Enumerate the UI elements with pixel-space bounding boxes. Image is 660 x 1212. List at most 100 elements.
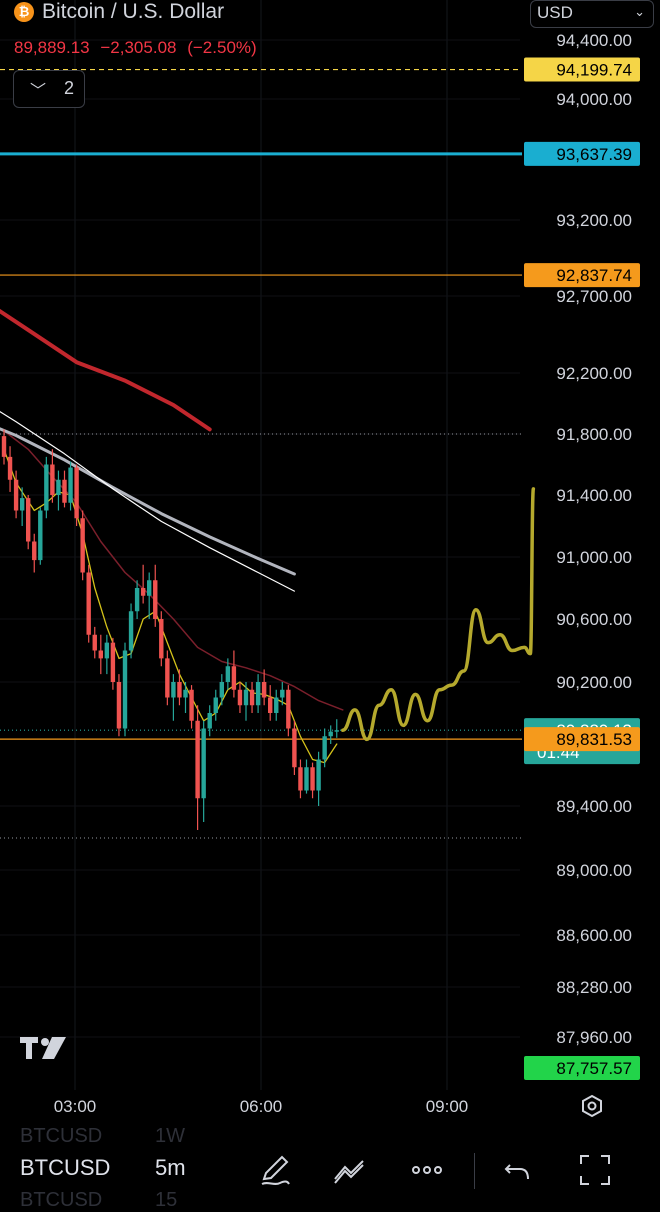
horizontal-levels xyxy=(0,68,522,839)
candle-body xyxy=(171,682,176,698)
candle-body xyxy=(19,498,25,511)
candle-body xyxy=(62,479,67,503)
fullscreen-icon[interactable] xyxy=(578,1153,612,1187)
price-label-box xyxy=(524,263,640,288)
candle-body xyxy=(104,642,110,659)
price-axis-label: 91,800.00 xyxy=(556,425,632,444)
candle-body xyxy=(237,689,243,706)
candles xyxy=(1,429,339,830)
price-axis-label: 93,200.00 xyxy=(556,211,632,230)
chart-settings-icon[interactable] xyxy=(582,1094,602,1118)
price-label-box xyxy=(524,141,640,166)
candle-body xyxy=(165,658,170,698)
price-axis-label: 94,000.00 xyxy=(556,90,632,109)
candle-body xyxy=(316,759,321,791)
candle-body xyxy=(261,682,267,698)
candle-body xyxy=(219,682,224,698)
candle-body xyxy=(328,731,333,737)
bottom-toolbar: BTCUSD 1W BTCUSD 15 BTCUSD 5m xyxy=(0,1125,660,1211)
candle-body xyxy=(255,682,261,706)
time-axis-label: 03:00 xyxy=(54,1097,97,1116)
candle-body xyxy=(159,619,164,659)
candle-body xyxy=(98,650,103,659)
candle-body xyxy=(213,697,218,713)
quote-line: 89,889.13 −2,305.08 (−2.50%) xyxy=(14,38,263,58)
price-label-box xyxy=(524,1056,640,1080)
indicators-toggle-button[interactable]: ﹀ 2 xyxy=(13,70,85,108)
candle-body xyxy=(74,467,79,519)
candle-body xyxy=(243,689,249,706)
candle-body xyxy=(50,464,55,495)
candle-body xyxy=(249,689,255,706)
tradingview-logo xyxy=(20,1037,66,1059)
candle-body xyxy=(195,720,200,799)
indicator-count: 2 xyxy=(64,78,75,98)
candle-body xyxy=(274,697,279,713)
candle-body xyxy=(147,580,152,596)
pen-icon[interactable] xyxy=(258,1153,292,1187)
timeframe-button[interactable]: 5m xyxy=(155,1155,186,1180)
ghost-timeframe-top: 1W xyxy=(155,1125,185,1147)
candle-body xyxy=(122,650,128,729)
candle-body xyxy=(177,682,182,698)
candle-body xyxy=(128,611,134,651)
candle-body xyxy=(225,666,231,682)
time-axis-label: 09:00 xyxy=(426,1097,469,1116)
price-axis-label: 88,600.00 xyxy=(556,926,632,945)
candle-body xyxy=(231,666,237,690)
price-labels: 94,199.7493,637.3992,837.7489,889.1301:4… xyxy=(524,57,640,1080)
price-label-text: 94,199.74 xyxy=(556,61,632,80)
candle-body xyxy=(26,498,31,542)
symbol-button[interactable]: BTCUSD xyxy=(20,1155,111,1180)
price-axis-label: 91,400.00 xyxy=(556,486,632,505)
candle-body xyxy=(140,588,146,596)
price-axis: 94,400.00 94,000.00 93,200.00 92,700.00 92,2… xyxy=(556,31,632,1047)
candle-body xyxy=(110,642,116,682)
candle-body xyxy=(13,479,19,511)
candle-body xyxy=(134,588,140,612)
symbol-title[interactable]: Bitcoin / U.S. Dollar xyxy=(42,0,225,23)
candle-body xyxy=(86,572,91,635)
undo-icon[interactable] xyxy=(500,1153,534,1187)
chevron-down-icon: ﹀ xyxy=(30,83,47,100)
price-label-text: 93,637.39 xyxy=(556,145,632,164)
ghost-symbol-bottom: BTCUSD xyxy=(20,1189,103,1211)
candle-body xyxy=(153,580,158,619)
price-axis-label: 90,200.00 xyxy=(556,673,632,692)
chart-header: ₿ Bitcoin / U.S. Dollar 89,889.13 −2,305… xyxy=(0,0,520,70)
line-tools-icon[interactable] xyxy=(332,1153,366,1187)
toolbar-divider xyxy=(474,1153,475,1189)
candle-body xyxy=(207,713,212,729)
projection-path-line xyxy=(341,487,536,742)
moving-average-line xyxy=(0,427,296,576)
more-icon[interactable] xyxy=(410,1153,444,1187)
candle-body xyxy=(304,767,309,791)
candle-body xyxy=(80,518,85,573)
candle-body xyxy=(32,541,37,561)
currency-select[interactable]: USD ⌄ xyxy=(530,0,654,28)
moving-average-line xyxy=(0,410,295,592)
time-axis: 03:00 06:00 09:00 xyxy=(54,1097,469,1116)
candle-body xyxy=(68,467,73,503)
time-axis-label: 06:00 xyxy=(240,1097,283,1116)
price-change: −2,305.08 xyxy=(100,38,177,57)
candle-body xyxy=(268,697,273,713)
moving-average-line xyxy=(0,428,344,711)
price-axis-label: 89,000.00 xyxy=(556,861,632,880)
candle-body xyxy=(116,682,122,729)
chart-grid xyxy=(0,0,520,1090)
price-axis-label: 89,400.00 xyxy=(556,797,632,816)
price-axis-label: 90,600.00 xyxy=(556,610,632,629)
candle-body xyxy=(292,728,297,768)
price-label-text: 87,757.57 xyxy=(556,1059,632,1078)
candle-body xyxy=(201,728,206,799)
candle-body xyxy=(286,689,291,729)
bitcoin-icon: ₿ xyxy=(14,2,34,22)
price-axis-label: 88,280.00 xyxy=(556,978,632,997)
price-label-text: 89,831.53 xyxy=(556,730,632,749)
candle-body xyxy=(7,456,13,480)
candle-body xyxy=(183,689,188,698)
candle-body xyxy=(310,767,315,791)
price-axis-label: 94,400.00 xyxy=(556,31,632,50)
